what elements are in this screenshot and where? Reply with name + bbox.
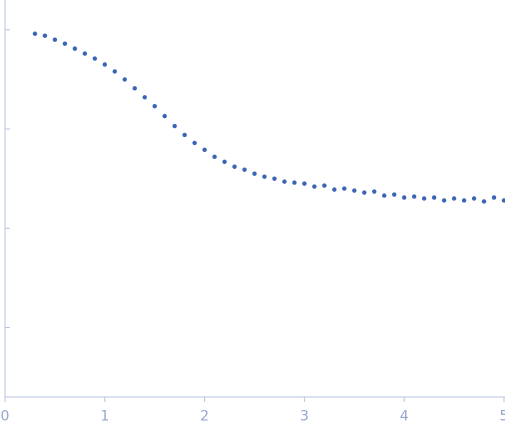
point — [72, 46, 78, 51]
point — [501, 198, 505, 203]
point — [192, 140, 197, 146]
point — [411, 194, 417, 199]
point — [252, 171, 257, 176]
x-tick-label: 1 — [100, 409, 109, 425]
point — [332, 187, 337, 192]
point — [471, 196, 477, 201]
x-tick-label: 5 — [500, 409, 505, 425]
point — [162, 113, 167, 119]
point — [242, 167, 247, 172]
x-tick-label: 3 — [300, 409, 309, 425]
point — [262, 174, 267, 179]
point — [481, 199, 487, 204]
point — [172, 123, 177, 129]
point — [292, 180, 297, 185]
point — [52, 37, 58, 42]
point — [122, 77, 127, 82]
x-tick-label: 2 — [200, 409, 209, 425]
point — [431, 195, 437, 200]
point — [322, 183, 327, 188]
point — [461, 198, 467, 203]
point — [342, 186, 347, 191]
point — [441, 198, 447, 203]
point — [392, 192, 397, 197]
point — [62, 41, 68, 46]
point — [421, 196, 427, 201]
point — [451, 196, 457, 201]
point — [382, 193, 387, 198]
point — [142, 95, 147, 100]
point — [302, 181, 307, 186]
point — [491, 195, 497, 200]
point — [362, 190, 367, 195]
point — [32, 31, 38, 36]
point — [112, 69, 117, 74]
point — [132, 86, 137, 91]
point — [282, 179, 287, 184]
point — [222, 159, 227, 164]
point — [152, 103, 157, 109]
point — [272, 176, 277, 181]
point — [82, 51, 88, 56]
point — [92, 56, 98, 61]
point — [312, 184, 317, 189]
point — [212, 154, 217, 160]
point — [352, 188, 357, 193]
point — [202, 147, 207, 153]
point — [402, 195, 407, 200]
x-tick-label: 0 — [1, 409, 10, 425]
point — [372, 189, 377, 194]
point — [182, 132, 187, 138]
point — [42, 33, 48, 38]
x-tick-label: 4 — [400, 409, 409, 425]
point — [232, 164, 237, 169]
point — [102, 62, 108, 67]
